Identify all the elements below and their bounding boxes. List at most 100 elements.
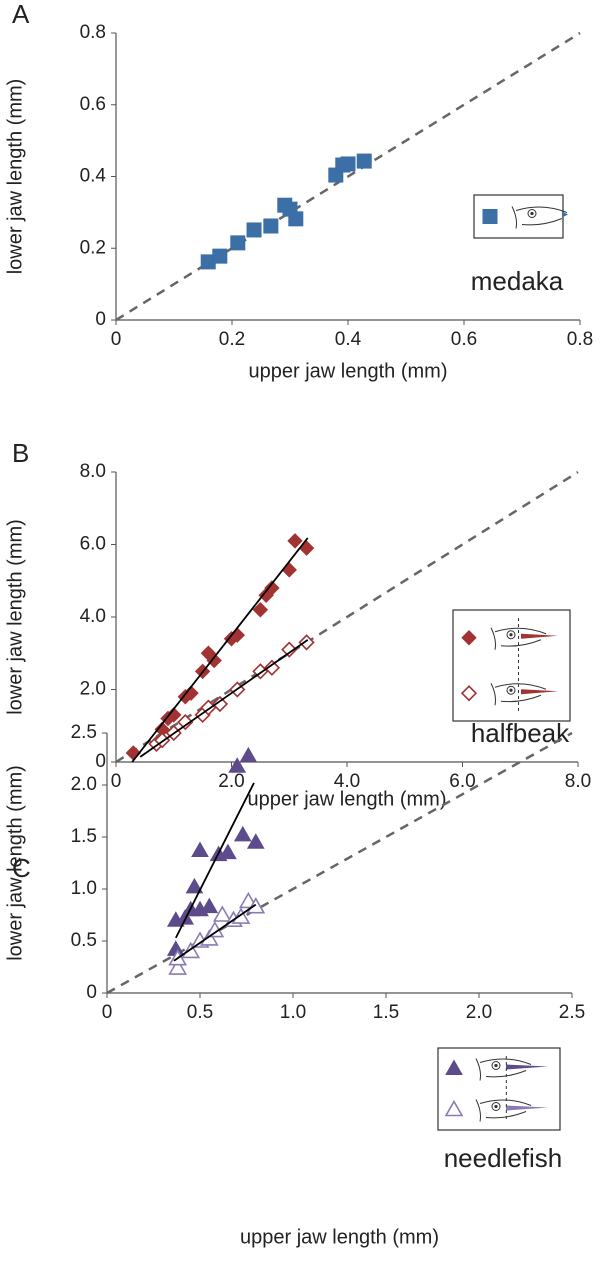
marker bbox=[230, 235, 246, 251]
legend-pupil bbox=[509, 633, 513, 637]
y-tick-label: 0 bbox=[86, 982, 97, 1003]
legend-jaw bbox=[506, 1105, 548, 1111]
x-tick-label: 6.0 bbox=[449, 771, 475, 792]
x-axis-label: upper jaw length (mm) bbox=[249, 360, 448, 382]
x-axis-label: upper jaw length (mm) bbox=[240, 1226, 439, 1248]
y-tick-label: 1.0 bbox=[71, 878, 97, 899]
annotation: halfbeak bbox=[471, 718, 570, 748]
legend-snout bbox=[562, 211, 568, 218]
marker bbox=[246, 222, 262, 238]
y-tick-label: 0.8 bbox=[80, 22, 106, 43]
marker bbox=[281, 641, 298, 658]
y-axis-label: lower jaw length (mm) bbox=[4, 519, 26, 715]
identity-line bbox=[115, 470, 579, 764]
y-tick-label: 4.0 bbox=[80, 606, 106, 627]
marker bbox=[168, 958, 188, 975]
x-tick-label: 0.5 bbox=[187, 1002, 213, 1023]
marker bbox=[200, 897, 219, 914]
legend-jaw bbox=[521, 633, 558, 639]
marker bbox=[298, 540, 315, 556]
marker bbox=[233, 825, 252, 842]
marker bbox=[191, 841, 209, 858]
y-tick-label: 2.0 bbox=[71, 774, 97, 795]
legend-fish bbox=[490, 627, 547, 650]
x-tick-label: 0 bbox=[111, 771, 122, 792]
panel-label: A bbox=[12, 0, 30, 29]
marker bbox=[445, 1059, 463, 1075]
marker bbox=[246, 833, 265, 849]
x-tick-label: 2.0 bbox=[218, 771, 244, 792]
marker bbox=[199, 929, 219, 946]
x-axis-label: upper jaw length (mm) bbox=[248, 788, 447, 810]
marker bbox=[340, 156, 356, 172]
legend-box bbox=[452, 609, 571, 722]
legend-pupil bbox=[494, 1104, 498, 1109]
marker bbox=[177, 713, 194, 731]
x-tick-label: 1.5 bbox=[373, 1002, 399, 1023]
marker bbox=[185, 877, 204, 894]
y-tick-label: 0.5 bbox=[71, 930, 97, 951]
marker bbox=[482, 209, 498, 224]
annotation: needlefish bbox=[444, 1143, 563, 1173]
marker bbox=[281, 562, 297, 578]
marker bbox=[263, 659, 281, 676]
legend-pupil bbox=[494, 1063, 498, 1068]
marker bbox=[211, 695, 229, 713]
x-tick-label: 0.2 bbox=[219, 329, 245, 350]
marker bbox=[252, 602, 269, 618]
legend-pupil bbox=[509, 688, 513, 692]
marker bbox=[356, 153, 372, 169]
marker bbox=[263, 218, 279, 234]
marker bbox=[212, 905, 232, 922]
marker bbox=[166, 707, 182, 723]
trend-line bbox=[139, 639, 309, 758]
y-tick-label: 0.4 bbox=[80, 166, 107, 187]
y-tick-label: 0.2 bbox=[80, 237, 106, 258]
x-tick-label: 8.0 bbox=[565, 771, 591, 792]
x-tick-label: 0.6 bbox=[451, 329, 477, 350]
marker bbox=[460, 685, 478, 702]
y-tick-label: 1.5 bbox=[71, 826, 97, 847]
y-tick-label: 2.5 bbox=[71, 722, 97, 743]
marker bbox=[444, 1099, 464, 1117]
x-tick-label: 0 bbox=[111, 329, 122, 350]
y-tick-label: 2.0 bbox=[80, 679, 106, 700]
marker bbox=[461, 630, 477, 646]
y-axis-label: lower jaw length (mm) bbox=[4, 765, 26, 961]
y-tick-label: 0.6 bbox=[80, 94, 106, 115]
marker bbox=[287, 533, 303, 549]
trend-line bbox=[175, 782, 255, 939]
marker bbox=[288, 211, 304, 227]
legend-jaw bbox=[506, 1064, 548, 1070]
marker bbox=[264, 580, 280, 596]
y-tick-label: 0 bbox=[95, 309, 106, 330]
marker bbox=[228, 757, 247, 773]
legend-jaw bbox=[521, 689, 558, 695]
annotation: medaka bbox=[471, 266, 564, 296]
marker bbox=[176, 909, 194, 925]
marker bbox=[183, 685, 199, 701]
trend-line bbox=[131, 537, 309, 763]
marker bbox=[231, 907, 251, 924]
x-tick-label: 1.0 bbox=[280, 1002, 306, 1023]
panel-label: C bbox=[12, 853, 31, 883]
legend-fish bbox=[490, 683, 547, 706]
y-tick-label: 8.0 bbox=[80, 461, 106, 482]
y-tick-label: 6.0 bbox=[80, 534, 106, 555]
marker bbox=[181, 941, 201, 959]
identity-line bbox=[115, 31, 581, 322]
marker bbox=[298, 634, 315, 651]
y-tick-label: 0 bbox=[95, 751, 106, 772]
panel-label: B bbox=[12, 438, 29, 468]
legend-pupil bbox=[530, 211, 534, 216]
y-axis-label: lower jaw length (mm) bbox=[4, 79, 26, 275]
legend-box bbox=[437, 1047, 561, 1131]
marker bbox=[206, 652, 222, 669]
x-tick-label: 0.8 bbox=[567, 329, 593, 350]
marker bbox=[212, 248, 228, 264]
identity-line bbox=[106, 731, 573, 995]
x-tick-label: 0.4 bbox=[335, 329, 362, 350]
legend-fish bbox=[511, 206, 568, 229]
x-tick-label: 2.5 bbox=[559, 1002, 585, 1023]
